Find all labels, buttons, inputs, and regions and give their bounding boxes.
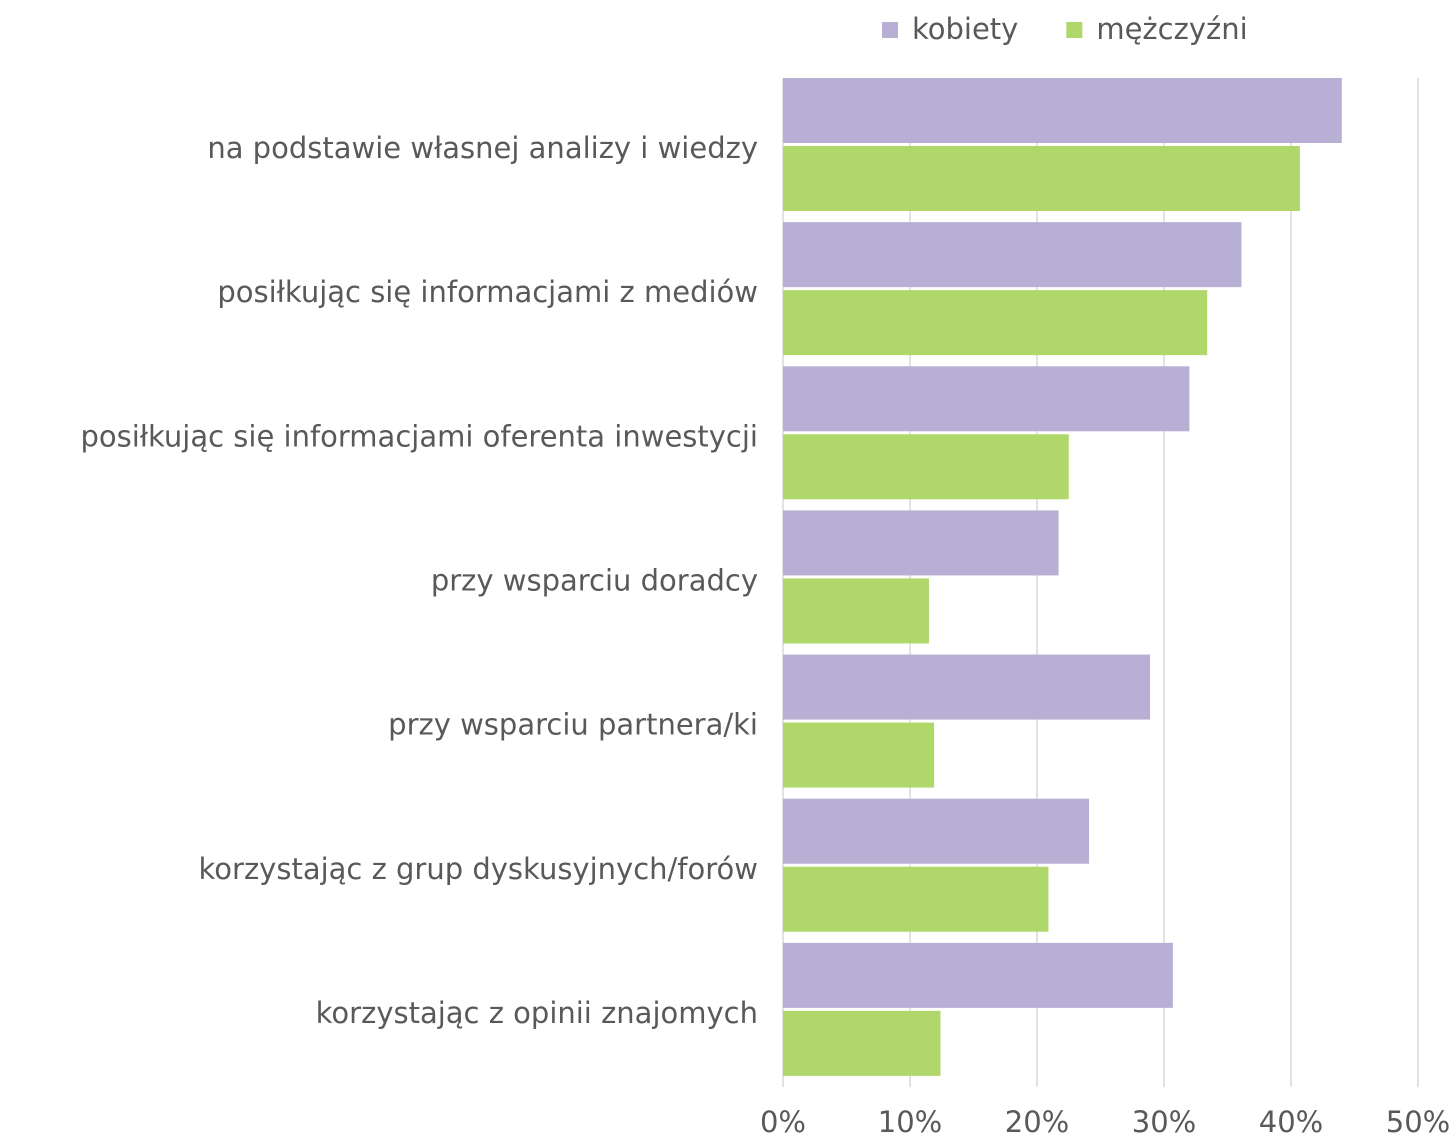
bar bbox=[783, 290, 1208, 356]
y-tick-label: korzystając z grup dyskusyjnych/forów bbox=[199, 852, 758, 886]
y-tick-label: posiłkując się informacjami oferenta inw… bbox=[80, 419, 758, 453]
bar bbox=[783, 654, 1151, 720]
x-tick-label: 50% bbox=[1386, 1105, 1450, 1137]
bar bbox=[783, 222, 1242, 288]
bar bbox=[783, 942, 1173, 1008]
bar bbox=[783, 798, 1090, 864]
x-tick-label: 10% bbox=[878, 1105, 942, 1137]
x-tick-label: 0% bbox=[760, 1105, 806, 1137]
bar bbox=[783, 434, 1069, 500]
y-tick-label: przy wsparciu partnera/ki bbox=[388, 708, 758, 742]
legend-label: mężczyźni bbox=[1096, 12, 1247, 46]
y-tick-label: przy wsparciu doradcy bbox=[431, 564, 758, 598]
y-tick-label: na podstawie własnej analizy i wiedzy bbox=[207, 131, 758, 165]
y-tick-label: korzystając z opinii znajomych bbox=[316, 996, 758, 1030]
x-tick-label: 40% bbox=[1259, 1105, 1323, 1137]
bar bbox=[783, 1010, 941, 1076]
bar bbox=[783, 366, 1190, 432]
bar bbox=[783, 866, 1049, 932]
legend-label: kobiety bbox=[912, 12, 1018, 46]
legend-swatch bbox=[882, 22, 898, 38]
bar bbox=[783, 146, 1300, 211]
bar bbox=[783, 578, 930, 644]
y-tick-label: posiłkując się informacjami z mediów bbox=[217, 275, 758, 309]
bar bbox=[783, 510, 1059, 576]
x-tick-label: 30% bbox=[1132, 1105, 1196, 1137]
bar bbox=[783, 78, 1342, 143]
legend-swatch bbox=[1066, 22, 1083, 38]
bar bbox=[783, 722, 935, 788]
x-tick-label: 20% bbox=[1005, 1105, 1069, 1137]
